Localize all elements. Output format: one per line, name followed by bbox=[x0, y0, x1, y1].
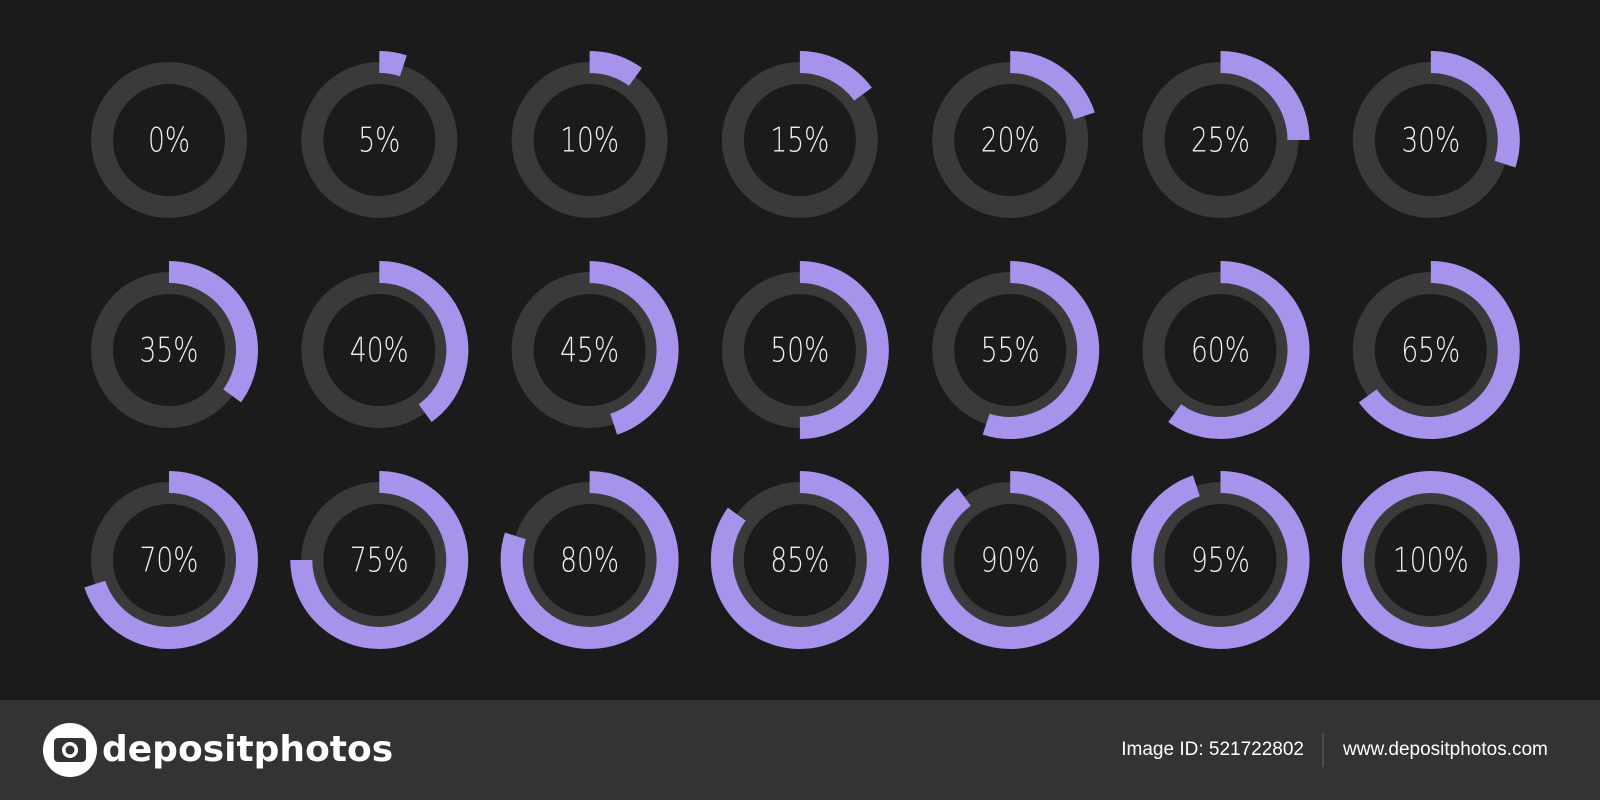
ring-label: 80% bbox=[560, 541, 619, 580]
ring-arc bbox=[1341, 471, 1520, 649]
ring-arc bbox=[1220, 51, 1310, 141]
ring-arc bbox=[1168, 261, 1310, 439]
ring-arc bbox=[378, 51, 407, 77]
footer-bar bbox=[0, 700, 1600, 800]
ring-arc bbox=[378, 261, 469, 422]
ring-arc bbox=[290, 471, 469, 649]
ring-label: 85% bbox=[770, 541, 829, 580]
ring-arc bbox=[710, 471, 889, 649]
ring-label: 30% bbox=[1401, 121, 1460, 160]
ring-label: 75% bbox=[350, 541, 409, 580]
ring-label: 10% bbox=[560, 121, 619, 160]
ring-arc bbox=[799, 261, 889, 439]
ring-track bbox=[91, 62, 247, 218]
url: www.depositphotos.com bbox=[1342, 739, 1548, 760]
ring-label: 90% bbox=[981, 541, 1040, 580]
ring-label: 65% bbox=[1401, 331, 1460, 370]
ring-label: 55% bbox=[981, 331, 1040, 370]
ring-label: 60% bbox=[1191, 331, 1250, 370]
ring-arc bbox=[1131, 471, 1310, 649]
ring-label: 15% bbox=[770, 121, 829, 160]
ring-label: 5% bbox=[358, 121, 400, 160]
ring-label: 100% bbox=[1393, 541, 1469, 580]
ring-arc bbox=[1009, 51, 1095, 120]
ring-arc bbox=[982, 261, 1100, 439]
ring-label: 35% bbox=[140, 331, 199, 370]
ring-arc bbox=[168, 261, 258, 403]
ring-arc bbox=[799, 51, 872, 101]
logo bbox=[43, 723, 97, 777]
ring-arc bbox=[921, 471, 1100, 649]
ring-grid: 0% 5% 10% 15% 20% 25% 30% 35% 40% 45% 50% 55% 60% 65%… bbox=[84, 51, 1520, 649]
ring-label: 40% bbox=[350, 331, 409, 370]
ring-arc bbox=[500, 471, 679, 649]
ring-label: 45% bbox=[560, 331, 619, 370]
ring-label: 25% bbox=[1191, 121, 1250, 160]
ring-label: 95% bbox=[1191, 541, 1250, 580]
ring-arc bbox=[1430, 51, 1520, 168]
logo-lens-inner bbox=[65, 745, 75, 755]
brand: depositphotos bbox=[102, 729, 393, 770]
image-id: Image ID: 521722802 bbox=[1121, 739, 1304, 760]
ring-arc bbox=[84, 471, 258, 649]
ring-label: 0% bbox=[148, 121, 190, 160]
ring-arc bbox=[589, 51, 642, 87]
background bbox=[0, 0, 1600, 700]
ring-arc bbox=[589, 261, 679, 435]
ring-label: 70% bbox=[140, 541, 199, 580]
ring-label: 50% bbox=[770, 331, 829, 370]
ring-label: 20% bbox=[981, 121, 1040, 160]
ring-arc bbox=[1358, 261, 1520, 439]
